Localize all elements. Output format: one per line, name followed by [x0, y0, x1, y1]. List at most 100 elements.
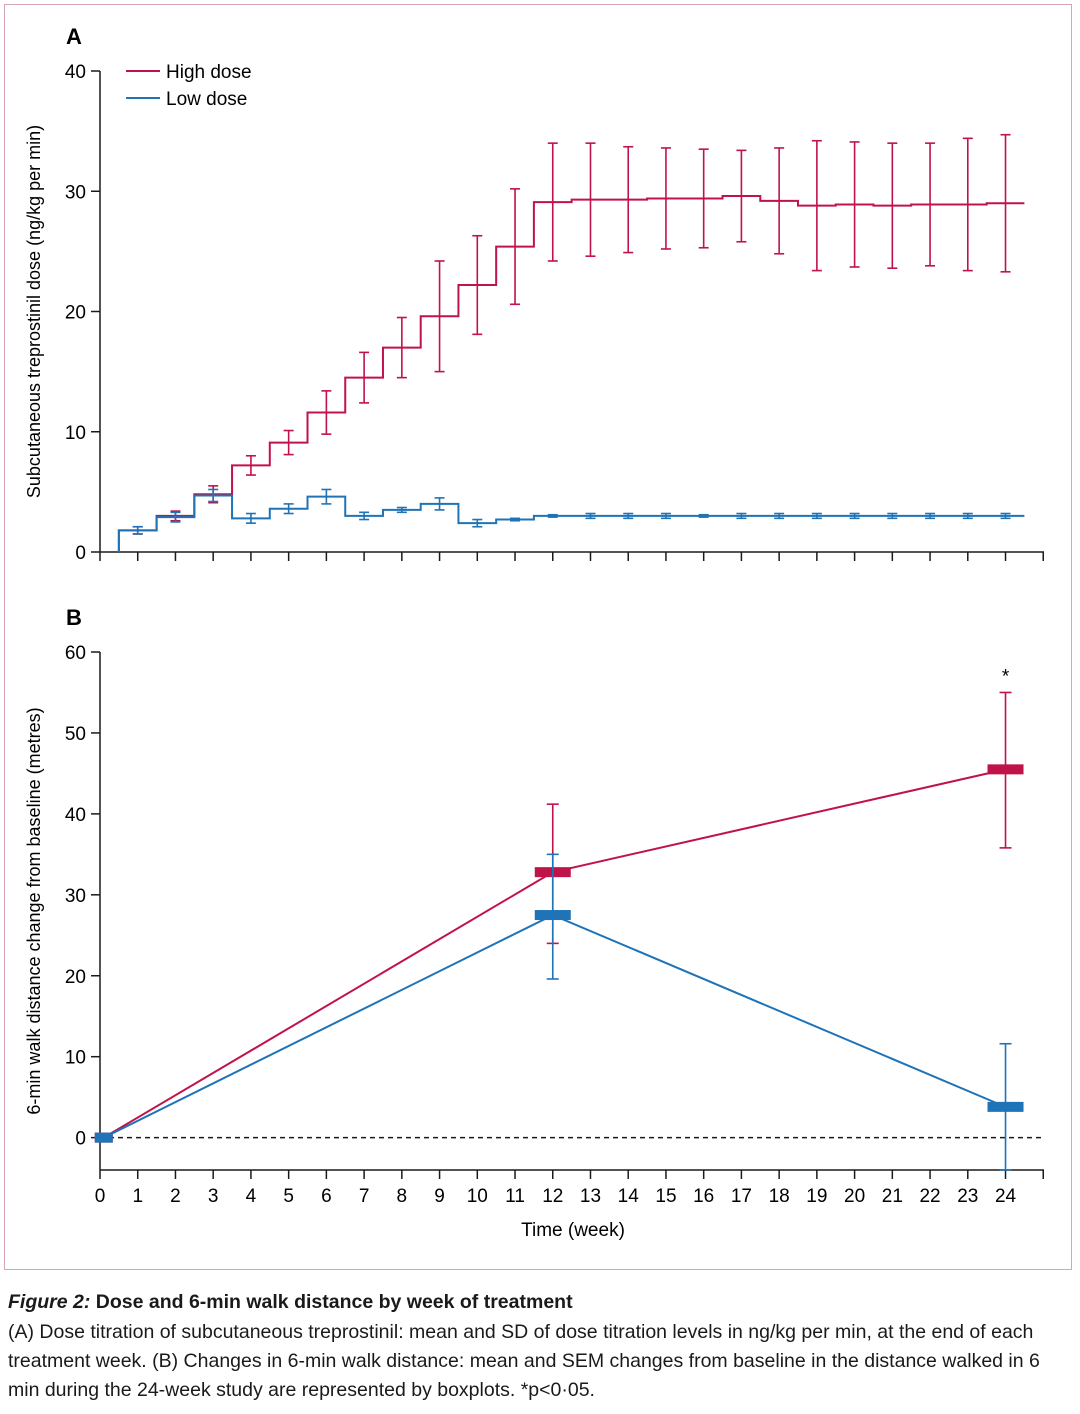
- caption-title-text: Dose and 6-min walk distance by week of …: [95, 1291, 573, 1313]
- panel-b-y-tick-label: 0: [75, 1129, 86, 1150]
- panel-a-y-axis-label: Subcutaneous treprostinil dose (ng/kg pe…: [24, 125, 44, 498]
- panel-b-x-tick-label: 12: [542, 1186, 563, 1207]
- error-bar-low: [962, 512, 973, 520]
- panel-b-x-tick-label: 19: [806, 1186, 827, 1207]
- panel-a-y-tick-label: 0: [75, 543, 86, 564]
- mean-box: [534, 910, 571, 921]
- error-bar-high: [245, 454, 256, 476]
- panel-b-x-tick-label: 14: [618, 1186, 640, 1207]
- error-bar-high: [321, 390, 332, 435]
- error-bar-low: [396, 506, 407, 514]
- panel-b-y-tick-label: 60: [65, 643, 86, 664]
- boxplot-low: [94, 1132, 113, 1143]
- error-bar-high: [811, 139, 822, 272]
- panel-b-x-tick-label: 23: [957, 1186, 978, 1207]
- figure-caption: Figure 2: Dose and 6-min walk distance b…: [8, 1288, 1074, 1405]
- panel-b-x-tick-label: 18: [769, 1186, 790, 1207]
- error-bar-high: [925, 142, 936, 267]
- figure-frame: [4, 4, 1072, 1270]
- panel-b-x-tick-label: 1: [132, 1186, 143, 1207]
- panel-b-y-tick-label: 10: [65, 1048, 86, 1069]
- error-bar-high: [623, 145, 634, 254]
- panel-b-y-tick-label: 30: [65, 886, 86, 907]
- error-bar-low: [510, 517, 521, 522]
- error-bar-high: [510, 188, 521, 306]
- error-bar-high: [660, 147, 671, 250]
- significance-asterisk: *: [1002, 666, 1010, 687]
- error-bar-high: [434, 260, 445, 373]
- panel-b-x-tick-label: 9: [434, 1186, 445, 1207]
- panel-b-x-tick-label: 15: [655, 1186, 676, 1207]
- panel-a-y-tick-label: 10: [65, 423, 86, 444]
- caption-figure-number: Figure 2:: [8, 1291, 91, 1313]
- panel-b-x-tick-label: 24: [995, 1186, 1017, 1207]
- error-bar-low: [1000, 512, 1011, 520]
- panel-a: A 0 10 20 30 40 Subcutaneous treprostinil dose…: [24, 24, 1044, 564]
- error-bar-low: [660, 512, 671, 520]
- error-bar-high: [585, 142, 596, 257]
- error-bar-low: [774, 512, 785, 520]
- error-bar-high: [283, 429, 294, 456]
- boxplot-high: [987, 691, 1024, 849]
- panel-b-x-tick-label: 7: [359, 1186, 370, 1207]
- step-line-low: [117, 494, 1025, 552]
- panel-b-label: B: [66, 605, 82, 630]
- panel-b-y-tick-label: 40: [65, 805, 86, 826]
- error-bar-low: [170, 511, 181, 523]
- error-bar-low: [925, 512, 936, 520]
- error-bar-low: [434, 497, 445, 511]
- panel-b-y-axis-label: 6-min walk distance change from baseline…: [24, 707, 44, 1114]
- legend-label-low: Low dose: [166, 89, 247, 110]
- caption-title: Figure 2: Dose and 6-min walk distance b…: [8, 1288, 1074, 1317]
- mean-box: [987, 764, 1024, 775]
- error-bar-high: [547, 142, 558, 262]
- error-bar-low: [887, 512, 898, 520]
- panel-a-y-tick-label: 40: [65, 62, 86, 83]
- panel-b-x-tick-label: 20: [844, 1186, 865, 1207]
- error-bar-low: [547, 513, 558, 518]
- error-bar-low: [245, 512, 256, 524]
- panel-b-x-tick-label: 2: [170, 1186, 181, 1207]
- connecting-line-high: [103, 768, 1006, 1139]
- panel-a-label: A: [66, 24, 82, 49]
- panel-b-y-tick-label: 50: [65, 724, 86, 745]
- panel-b-x-tick-label: 0: [95, 1186, 106, 1207]
- error-bar-high: [1000, 133, 1011, 273]
- boxplot-low: [987, 1042, 1024, 1171]
- error-bar-high: [887, 142, 898, 270]
- error-bar-low: [698, 513, 709, 518]
- error-bar-low: [811, 512, 822, 520]
- panel-b-x-tick-label: 21: [882, 1186, 903, 1207]
- error-bar-high: [359, 351, 370, 404]
- panel-b-x-tick-label: 22: [919, 1186, 940, 1207]
- panel-b-x-tick-label: 16: [693, 1186, 714, 1207]
- panel-b-x-tick-label: 8: [397, 1186, 408, 1207]
- caption-text: (A) Dose titration of subcutaneous trepr…: [8, 1321, 1040, 1401]
- error-bar-high: [736, 149, 747, 243]
- error-bar-low: [585, 512, 596, 520]
- error-bar-high: [774, 147, 785, 255]
- mean-box: [94, 1132, 113, 1143]
- connecting-line-low: [103, 913, 1006, 1139]
- error-bar-high: [849, 141, 860, 268]
- error-bar-high: [962, 137, 973, 272]
- error-bar-low: [472, 518, 483, 528]
- error-bar-high: [698, 148, 709, 249]
- panel-b-x-tick-label: 3: [208, 1186, 219, 1207]
- error-bar-low: [283, 503, 294, 515]
- mean-box: [987, 1101, 1024, 1112]
- panel-b-x-tick-label: 10: [467, 1186, 488, 1207]
- panel-a-y-tick-label: 30: [65, 182, 86, 203]
- step-line-high: [117, 195, 1025, 552]
- panel-b-y-tick-label: 20: [65, 967, 86, 988]
- panel-b-x-tick-label: 5: [283, 1186, 294, 1207]
- error-bar-low: [321, 488, 332, 505]
- error-bar-low: [359, 511, 370, 521]
- panel-b-x-axis-label: Time (week): [521, 1220, 625, 1241]
- panel-b-x-tick-label: 6: [321, 1186, 332, 1207]
- panel-b-x-tick-label: 4: [246, 1186, 257, 1207]
- error-bar-low: [623, 512, 634, 520]
- panel-b-x-tick-label: 17: [731, 1186, 752, 1207]
- error-bar-low: [736, 512, 747, 520]
